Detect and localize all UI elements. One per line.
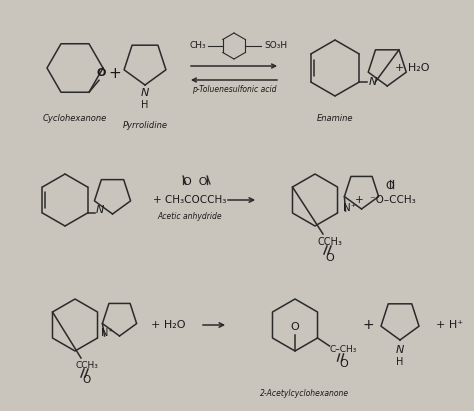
Text: SO₃H: SO₃H (264, 42, 287, 51)
Text: O: O (83, 375, 91, 385)
Text: +  ⁻O–CCH₃: + ⁻O–CCH₃ (355, 195, 415, 205)
Text: + H₂O: + H₂O (395, 63, 429, 73)
Text: N: N (141, 88, 149, 98)
Text: O: O (291, 322, 300, 332)
Text: Enamine: Enamine (317, 113, 353, 122)
Text: N⁺: N⁺ (101, 328, 114, 338)
Text: +: + (109, 65, 121, 81)
Text: CCH₃: CCH₃ (318, 237, 342, 247)
Text: O  O: O O (183, 177, 207, 187)
Text: H: H (141, 100, 149, 110)
Text: N⁺: N⁺ (343, 203, 356, 213)
Text: O: O (326, 253, 334, 263)
Text: p-Toluenesulfonic acid: p-Toluenesulfonic acid (192, 85, 276, 95)
Text: +: + (362, 318, 374, 332)
Text: C–CH₃: C–CH₃ (330, 344, 357, 353)
Text: Pyrrolidine: Pyrrolidine (122, 120, 167, 129)
Text: O: O (339, 359, 348, 369)
Text: O: O (386, 181, 394, 191)
Text: H: H (396, 357, 404, 367)
Text: N: N (396, 345, 404, 355)
Text: CCH₃: CCH₃ (75, 360, 99, 369)
Text: CH₃: CH₃ (190, 42, 206, 51)
Text: + CH₃COCCH₃: + CH₃COCCH₃ (153, 195, 227, 205)
Text: + H₂O: + H₂O (151, 320, 185, 330)
Text: + H⁺: + H⁺ (437, 320, 464, 330)
Text: 2-Acetylcyclohexanone: 2-Acetylcyclohexanone (260, 388, 349, 397)
Text: N: N (95, 205, 104, 215)
Text: O: O (96, 68, 106, 78)
Text: Acetic anhydride: Acetic anhydride (158, 212, 222, 220)
Text: Cyclohexanone: Cyclohexanone (43, 113, 107, 122)
Text: N: N (369, 77, 377, 87)
